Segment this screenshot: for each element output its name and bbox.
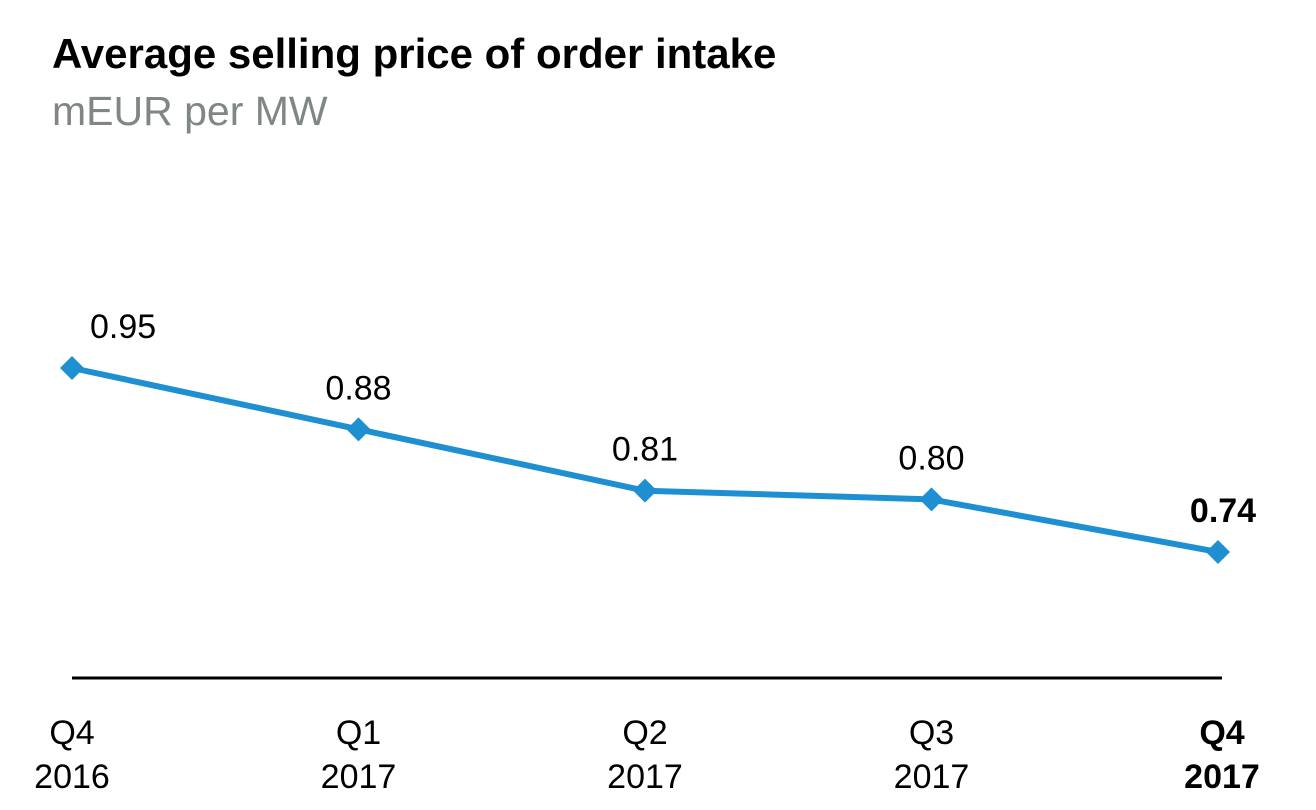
data-label: 0.74 (1190, 492, 1256, 530)
data-point-marker (919, 487, 944, 512)
x-tick-label: 2017 (607, 758, 683, 796)
data-label: 0.88 (325, 369, 391, 407)
data-point-marker (346, 417, 371, 442)
x-tick-label: Q3 (909, 714, 954, 752)
chart-title: Average selling price of order intake (52, 30, 777, 77)
chart-subtitle: mEUR per MW (52, 88, 328, 134)
x-tick-label: Q2 (622, 714, 667, 752)
x-tick-layer: Q4 2016 Q1 2017 Q2 2017 Q3 2017 Q4 2017 (34, 714, 1260, 796)
data-point-marker (633, 478, 657, 503)
data-label: 0.80 (898, 439, 964, 477)
x-tick-label: Q1 (336, 714, 381, 752)
x-tick-label: 2017 (321, 758, 397, 796)
data-point-marker (60, 356, 84, 380)
data-label: 0.81 (612, 431, 678, 469)
x-tick-label: 2016 (34, 758, 110, 796)
data-label: 0.95 (90, 308, 156, 346)
x-tick-label: 2017 (1184, 758, 1260, 796)
data-point-marker (1206, 540, 1230, 564)
series-layer (60, 356, 1230, 564)
x-tick-label: Q4 (1199, 714, 1244, 752)
x-tick-label: 2017 (894, 758, 970, 796)
x-tick-label: Q4 (49, 714, 94, 752)
data-label-layer: 0.95 0.88 0.81 0.80 0.74 (90, 308, 1256, 530)
